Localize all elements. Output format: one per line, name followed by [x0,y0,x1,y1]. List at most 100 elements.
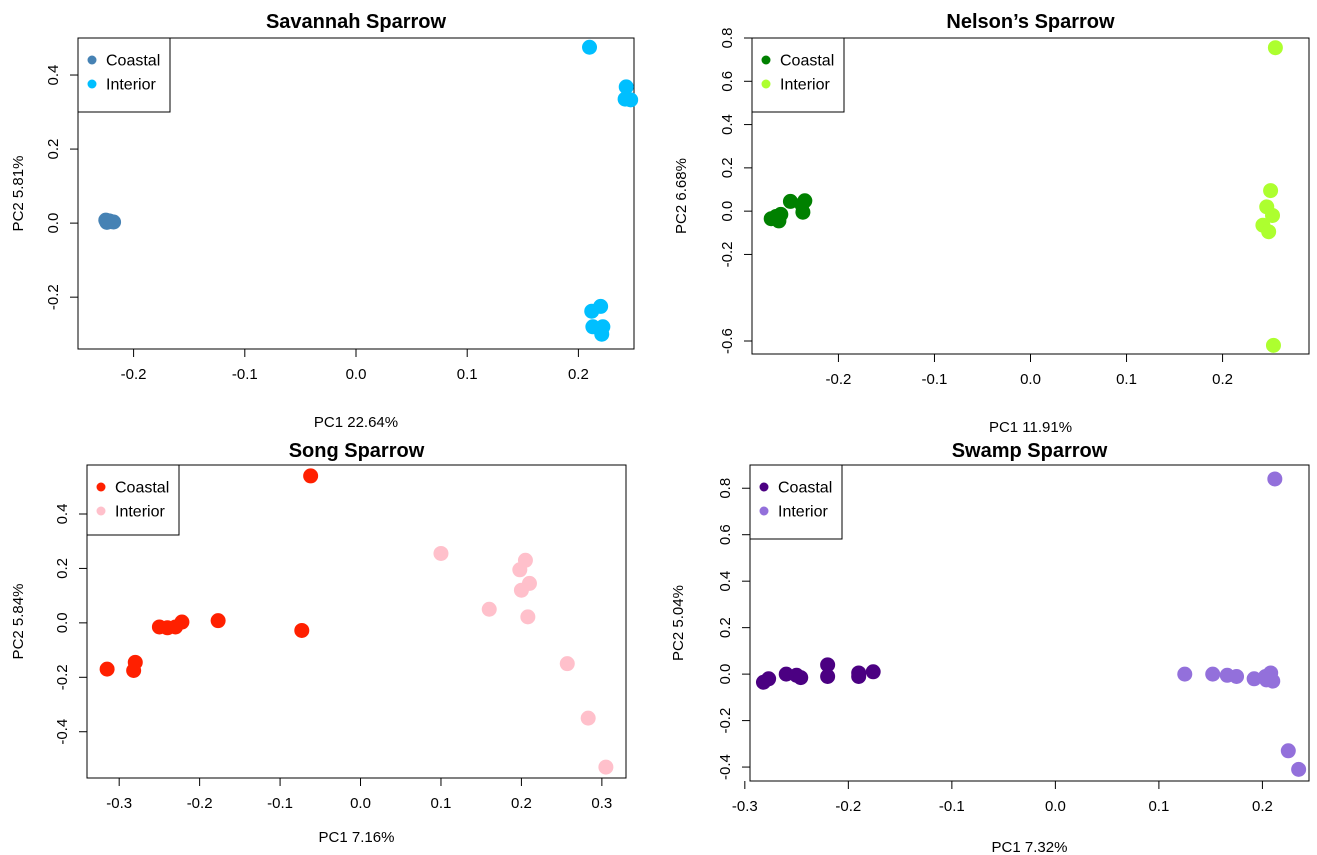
data-point-coastal [99,661,115,677]
y-tick-label: 0.0 [45,213,62,234]
data-point-interior [1259,672,1275,688]
y-tick-label: -0.4 [54,719,71,745]
y-tick-label: 0.8 [717,478,734,499]
x-tick-label: -0.1 [922,371,948,388]
legend-marker-interior [761,79,771,89]
data-point-coastal [797,193,813,209]
data-point-interior [584,303,600,319]
panel-song-sparrow: Song Sparrow -0.3 -0.2 -0.1 0.0 0.1 0.2 0.3 -0.4… [10,440,627,846]
legend-marker-coastal [759,482,769,492]
y-tick-label: 0.2 [45,139,62,160]
x-tick-label: -0.1 [267,795,293,812]
plot-frame [749,464,1310,782]
x-tick-label: 0.1 [457,366,478,383]
x-tick-label: 0.2 [511,795,532,812]
data-point-interior [580,710,596,726]
x-tick-label: 0.3 [591,795,612,812]
legend-marker-coastal [87,55,97,65]
data-point-coastal [99,214,115,230]
chart-title: Nelson’s Sparrow [946,11,1115,33]
y-axis-label: PC2 5.84% [10,584,27,660]
data-point-coastal [782,193,798,209]
data-point-interior [618,79,634,95]
y-tick-label: 0.6 [719,71,736,92]
y-axis-label: PC2 6.68% [673,158,690,234]
data-point-coastal [174,614,190,630]
x-tick-label: -0.1 [939,798,965,815]
data-point-interior [1246,671,1262,687]
series-interior [1177,471,1307,777]
panel-savannah-sparrow: Savannah Sparrow -0.2 -0.1 0.0 0.1 0.2 -0.2 0.0… [10,11,639,431]
legend-box [86,464,180,536]
data-point-interior [1205,666,1221,682]
series-coastal [755,657,881,690]
data-point-interior [1267,471,1283,487]
x-tick-label: 0.1 [1148,798,1169,815]
data-point-interior [1177,666,1193,682]
data-point-interior [1265,337,1281,353]
x-tick-label: -0.3 [732,798,758,815]
y-tick-label: -0.2 [717,708,734,734]
series-coastal [99,468,319,678]
x-tick-label: -0.2 [835,798,861,815]
x-tick-label: -0.2 [826,371,852,388]
data-point-coastal [820,668,836,684]
data-point-interior [513,582,529,598]
data-point-coastal [773,206,789,222]
data-point-coastal [793,670,809,686]
x-tick-label: -0.3 [106,795,132,812]
plot-frame [86,464,627,779]
y-tick-label: 0.6 [717,524,734,545]
data-point-interior [1263,183,1279,199]
data-point-interior [1261,224,1277,240]
legend-label-interior: Interior [115,504,165,521]
series-coastal [763,193,813,229]
legend: Coastal Interior [77,37,171,113]
data-point-coastal [865,664,881,680]
x-axis-label: PC1 11.91% [989,419,1072,436]
data-point-interior [559,656,575,672]
x-tick-label: -0.2 [187,795,213,812]
x-tick-label: 0.2 [1212,371,1233,388]
x-tick-label: 0.1 [1116,371,1137,388]
series-interior [1255,40,1283,353]
panel-nelson-s-sparrow: Nelson’s Sparrow -0.2 -0.1 0.0 0.1 0.2 -0.6 -0.… [673,11,1310,436]
legend-label-coastal: Coastal [780,53,834,70]
data-point-interior [594,326,610,342]
legend-label-coastal: Coastal [115,480,169,497]
data-point-interior [1265,207,1281,223]
x-tick-label: 0.0 [1020,371,1041,388]
legend: Coastal Interior [86,464,180,536]
x-tick-label: -0.2 [121,366,147,383]
data-point-interior [1229,668,1245,684]
y-tick-label: -0.2 [45,284,62,310]
y-tick-label: 0.0 [717,664,734,685]
legend-box [751,37,845,113]
y-tick-label: 0.4 [54,504,71,525]
data-point-interior [433,545,449,561]
legend-marker-interior [87,79,97,89]
data-point-interior [1291,761,1307,777]
legend-box [77,37,171,113]
x-axis-label: PC1 7.16% [319,829,395,846]
data-point-interior [582,39,598,55]
data-point-interior [481,601,497,617]
data-point-coastal [761,671,777,687]
y-tick-label: 0.0 [719,201,736,222]
y-tick-label: 0.2 [719,157,736,178]
x-axis-label: PC1 22.64% [314,414,398,431]
chart-title: Savannah Sparrow [266,11,447,33]
x-tick-label: 0.0 [350,795,371,812]
series-coastal [98,212,122,230]
y-tick-label: 0.8 [719,28,736,49]
data-point-interior [1267,40,1283,56]
x-axis-label: PC1 7.32% [992,839,1068,855]
x-tick-label: 0.2 [1252,798,1273,815]
x-tick-label: -0.1 [232,366,258,383]
legend: Coastal Interior [749,464,843,540]
y-tick-label: 0.0 [54,612,71,633]
data-point-coastal [294,622,310,638]
chart-title: Song Sparrow [289,440,425,462]
y-tick-label: -0.2 [54,664,71,690]
legend-box [749,464,843,540]
